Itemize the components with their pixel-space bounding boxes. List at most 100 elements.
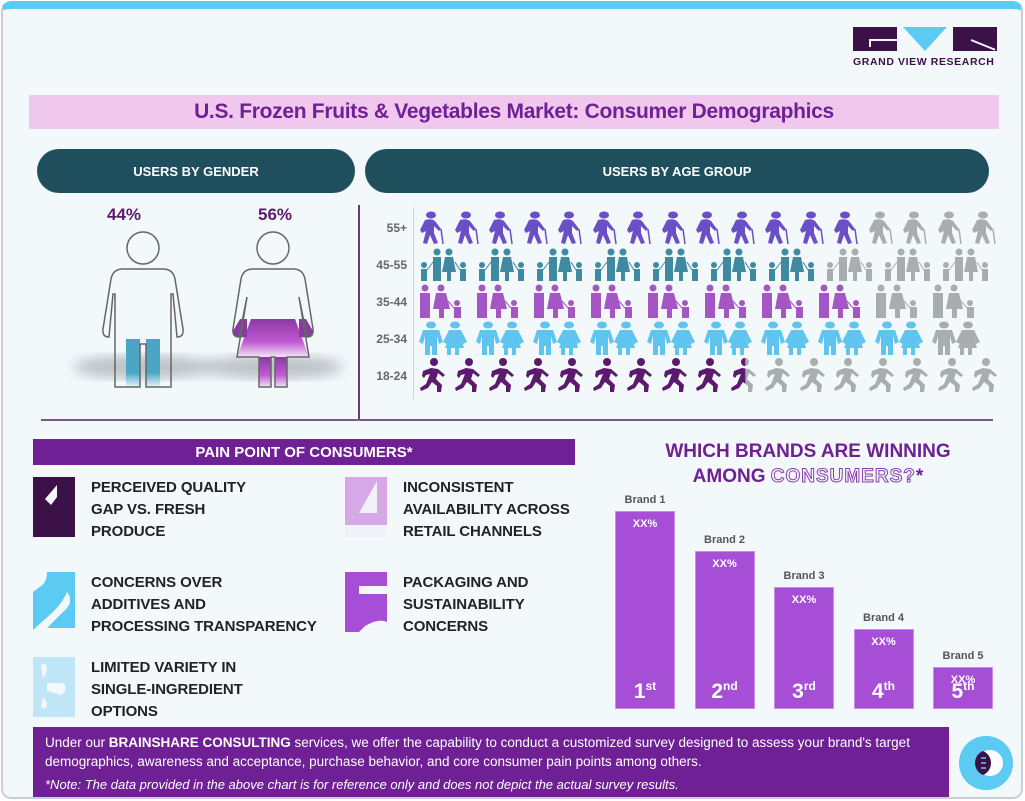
couple-icon <box>704 321 752 355</box>
logo-g-mark-icon <box>853 27 897 51</box>
brand-rank: 2nd <box>711 679 738 703</box>
family-of-three-icon <box>705 284 746 318</box>
family-of-four-icon <box>885 248 930 281</box>
couple-icon <box>647 321 695 355</box>
pain-point-1: PERCEIVED QUALITY GAP VS. FRESH PRODUCE <box>33 477 246 543</box>
age-axis <box>413 207 414 399</box>
elderly-with-cane-icon <box>868 211 893 245</box>
family-of-three-icon <box>648 284 689 318</box>
couple-icon <box>818 321 866 355</box>
running-person-icon <box>903 358 928 392</box>
brand-value: XX% <box>712 558 737 570</box>
brand-rank: 5th <box>951 679 975 703</box>
brand-name-label: Brand 1 <box>624 494 666 506</box>
running-person-icon <box>972 358 997 392</box>
family-of-four-icon <box>537 248 582 281</box>
elderly-with-cane-icon <box>627 211 651 245</box>
couple-icon <box>419 321 467 355</box>
pain-point-2: CONCERNS OVER ADDITIVES AND PROCESSING T… <box>33 572 317 638</box>
brand-rank: 1st <box>633 679 657 703</box>
elderly-with-cane-icon <box>661 211 686 245</box>
section-divider-vertical <box>358 205 360 421</box>
brand-bar: XX% 4th <box>853 629 914 709</box>
age-label: 45-55 <box>376 257 407 272</box>
pain-point-5: PACKAGING AND SUSTAINABILITY CONCERNS <box>345 572 528 638</box>
age-pictogram-rows <box>417 208 997 393</box>
male-figure-icon <box>102 231 184 388</box>
age-row-55plus <box>417 208 997 245</box>
gender-section-header: USERS BY GENDER <box>37 149 355 193</box>
running-person-icon <box>868 358 894 392</box>
elderly-with-cane-icon <box>454 211 479 245</box>
pain-point-4: INCONSISTENT AVAILABILITY ACROSS RETAIL … <box>345 477 570 543</box>
age-row-25-34 <box>417 319 997 356</box>
elderly-with-cane-icon <box>420 211 444 245</box>
running-person-icon <box>834 358 859 392</box>
family-of-three-icon <box>477 284 518 318</box>
family-of-four-icon <box>595 248 640 281</box>
female-percent: 56% <box>258 205 293 224</box>
number-3-icon <box>33 657 75 717</box>
brand-value: XX% <box>871 636 896 648</box>
brand-name-label: Brand 3 <box>783 570 825 582</box>
running-person-icon <box>937 358 963 392</box>
age-section-header: USERS BY AGE GROUP <box>365 149 989 193</box>
pain-point-3: LIMITED VARIETY IN SINGLE-INGREDIENT OPT… <box>33 657 243 723</box>
brainshare-consulting-label: BRAINSHARE CONSULTING <box>108 735 291 750</box>
elderly-with-cane-icon <box>730 211 755 245</box>
family-of-four-icon <box>769 248 814 281</box>
running-person-icon <box>730 358 756 392</box>
running-person-icon <box>799 358 825 392</box>
age-label: 55+ <box>386 220 407 235</box>
gender-figures <box>73 231 343 388</box>
elderly-with-cane-icon <box>558 211 582 245</box>
couple-icon <box>875 321 923 355</box>
number-1-icon <box>33 477 75 537</box>
elderly-with-cane-icon <box>937 211 962 245</box>
brand-bar: XX% 2nd <box>694 551 755 709</box>
family-of-four-icon <box>421 248 466 281</box>
couple-icon <box>761 321 809 355</box>
family-of-three-icon <box>876 284 917 318</box>
running-person-icon <box>558 358 583 392</box>
family-of-three-icon <box>420 284 461 318</box>
title-banner: U.S. Frozen Fruits & Vegetables Market: … <box>29 95 999 129</box>
number-4-icon <box>345 477 387 537</box>
grand-view-research-logo: GRAND VIEW RESEARCH <box>853 27 1003 68</box>
page-title: U.S. Frozen Fruits & Vegetables Market: … <box>194 100 834 123</box>
elderly-with-cane-icon <box>903 211 927 245</box>
elderly-with-cane-icon <box>696 211 720 245</box>
couple-icon <box>476 321 524 355</box>
male-percent: 44% <box>107 205 142 224</box>
family-of-three-icon <box>534 284 575 318</box>
disclaimer-note: *Note: The data provided in the above ch… <box>45 777 679 792</box>
family-of-four-icon <box>479 248 524 281</box>
number-5-icon <box>345 572 387 632</box>
couple-icon <box>932 321 980 355</box>
brand-name-label: Brand 2 <box>704 534 745 546</box>
brand-rank: 3rd <box>792 679 816 703</box>
age-label: 25-34 <box>376 331 407 346</box>
brand-bar: XX% 1st <box>615 511 675 709</box>
pain-points-header: PAIN POINT OF CONSUMERS* <box>33 439 575 465</box>
family-of-four-icon <box>943 248 988 281</box>
elderly-with-cane-icon <box>592 211 617 245</box>
running-person-icon <box>454 358 480 392</box>
elderly-with-cane-icon <box>765 211 789 245</box>
brand-value: XX% <box>950 674 976 686</box>
family-of-four-icon <box>827 248 872 281</box>
brand-name-label: Brand 5 <box>942 650 984 662</box>
running-person-icon <box>627 358 652 392</box>
brand-value: XX% <box>791 594 817 606</box>
elderly-with-cane-icon <box>489 211 513 245</box>
running-person-icon <box>420 358 445 392</box>
logo-v-triangle-icon <box>903 27 947 51</box>
age-label: 18-24 <box>376 368 407 383</box>
brand-value: XX% <box>632 518 658 530</box>
running-person-icon <box>592 358 618 392</box>
brand-bar: XX% 3rd <box>774 587 834 709</box>
elderly-with-cane-icon <box>799 211 824 245</box>
family-of-three-icon <box>819 284 860 318</box>
age-row-18-24 <box>417 356 997 393</box>
